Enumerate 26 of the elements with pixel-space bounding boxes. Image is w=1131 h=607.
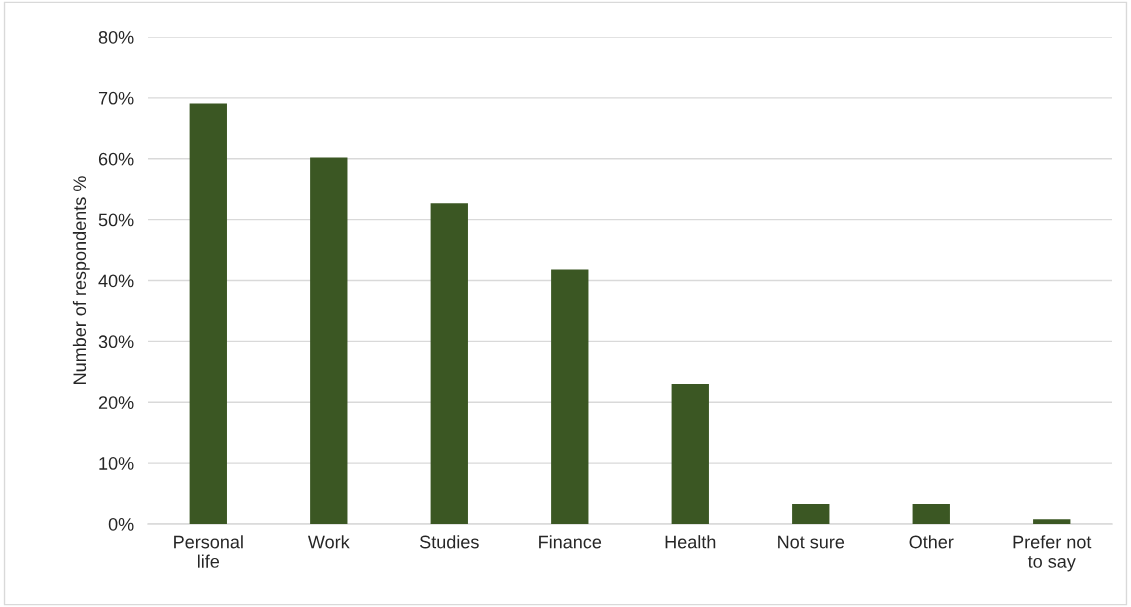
bar xyxy=(551,269,589,525)
y-tick-label: 40% xyxy=(98,274,134,288)
x-tick-label: Health xyxy=(665,535,716,549)
y-axis-title: Number of respondents % xyxy=(72,176,90,384)
bar xyxy=(912,503,950,525)
bar xyxy=(792,503,830,525)
y-tick-label: 30% xyxy=(98,335,134,349)
y-tick-label: 50% xyxy=(98,213,134,227)
bar xyxy=(671,384,709,525)
y-tick-label: 70% xyxy=(98,91,134,105)
bar xyxy=(430,203,468,525)
bar xyxy=(189,103,227,525)
x-tick-label: Personal life xyxy=(174,535,243,568)
bar xyxy=(1033,519,1071,525)
x-tick-label: Work xyxy=(307,535,350,549)
x-tick-label: Other xyxy=(909,535,954,549)
x-tick-label: Not sure xyxy=(778,535,845,549)
y-tick-label: 60% xyxy=(98,152,134,166)
y-tick-label: 20% xyxy=(98,396,134,409)
x-tick-label: Studies xyxy=(419,535,479,549)
y-tick-label: 80% xyxy=(98,30,134,44)
x-tick-label: Prefer not to say xyxy=(1013,535,1092,572)
bar xyxy=(310,157,348,525)
y-tick-label: 0% xyxy=(108,517,134,531)
x-tick-label: Finance xyxy=(539,535,602,549)
y-tick-label: 10% xyxy=(99,457,134,470)
